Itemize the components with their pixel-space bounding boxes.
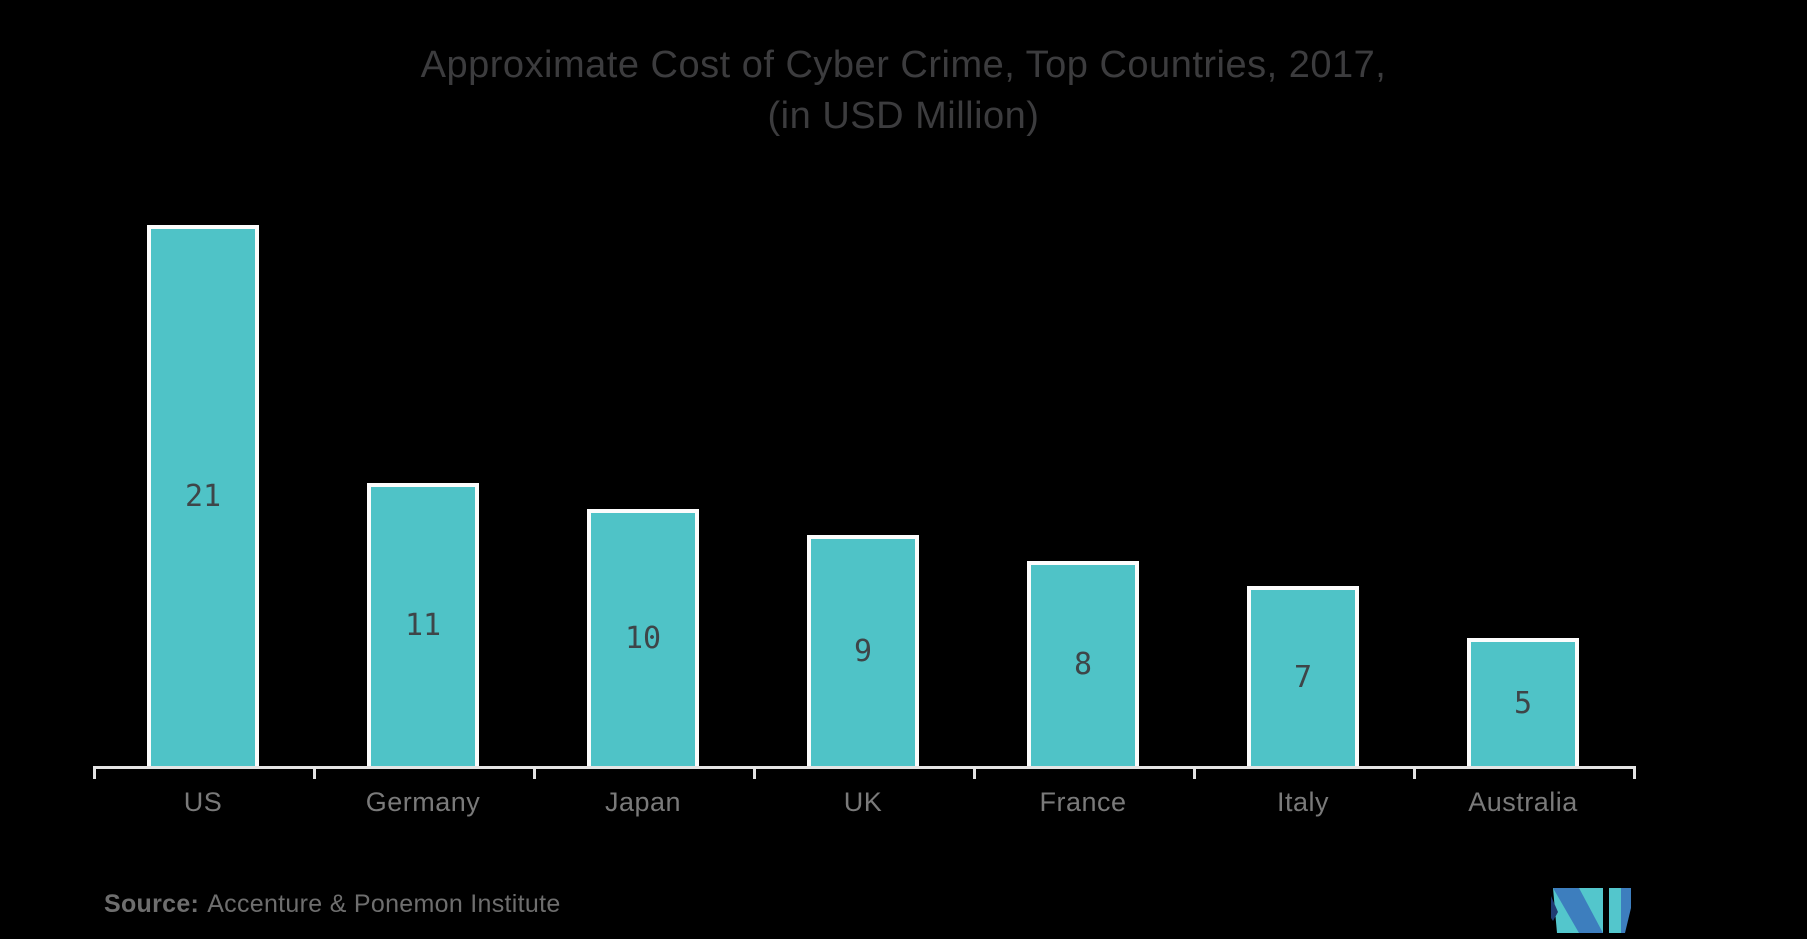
x-axis-tick (313, 766, 316, 779)
x-axis-tick (1413, 766, 1416, 779)
x-axis-tick (533, 766, 536, 779)
chart-title: Approximate Cost of Cyber Crime, Top Cou… (0, 40, 1807, 142)
bar-value-label: 9 (853, 634, 873, 670)
x-axis-tick (1633, 766, 1636, 779)
bar-value-label: 7 (1293, 659, 1313, 695)
bar-value-label: 21 (184, 479, 222, 515)
bar-australia: 5 (1467, 638, 1579, 767)
chart-title-line-2: (in USD Million) (767, 95, 1040, 137)
x-axis-label-italy: Italy (1276, 787, 1330, 817)
bar-value-label: 8 (1073, 647, 1093, 683)
bar-italy: 7 (1247, 586, 1359, 767)
bar-uk: 9 (807, 535, 919, 767)
bar-japan: 10 (587, 509, 699, 767)
x-axis-label-australia: Australia (1468, 787, 1578, 817)
x-axis-tick (753, 766, 756, 779)
logo-right-block (1609, 888, 1631, 933)
source-label: Source: (104, 890, 200, 918)
chart-title-line-1: Approximate Cost of Cyber Crime, Top Cou… (420, 44, 1387, 86)
bar-value-label: 10 (624, 621, 662, 657)
x-axis-tick (973, 766, 976, 779)
bar-us: 21 (147, 225, 259, 767)
bar-value-label: 11 (404, 608, 442, 644)
bar-value-label: 5 (1513, 685, 1533, 721)
x-axis-label-france: France (1039, 787, 1127, 817)
bar-france: 8 (1027, 561, 1139, 767)
x-axis-label-germany: Germany (365, 787, 481, 817)
mordor-intelligence-logo-icon (1551, 888, 1631, 933)
x-axis-label-us: US (183, 787, 223, 817)
source-value: Accenture & Ponemon Institute (207, 890, 561, 918)
x-axis-label-japan: Japan (604, 787, 682, 817)
x-axis-tick (93, 766, 96, 779)
source-note: Source: Accenture & Ponemon Institute (104, 890, 561, 919)
x-axis-tick (1193, 766, 1196, 779)
x-axis-label-uk: UK (843, 787, 883, 817)
x-axis-line (93, 766, 1635, 769)
bar-germany: 11 (367, 483, 479, 767)
logo-left-block (1551, 888, 1603, 933)
